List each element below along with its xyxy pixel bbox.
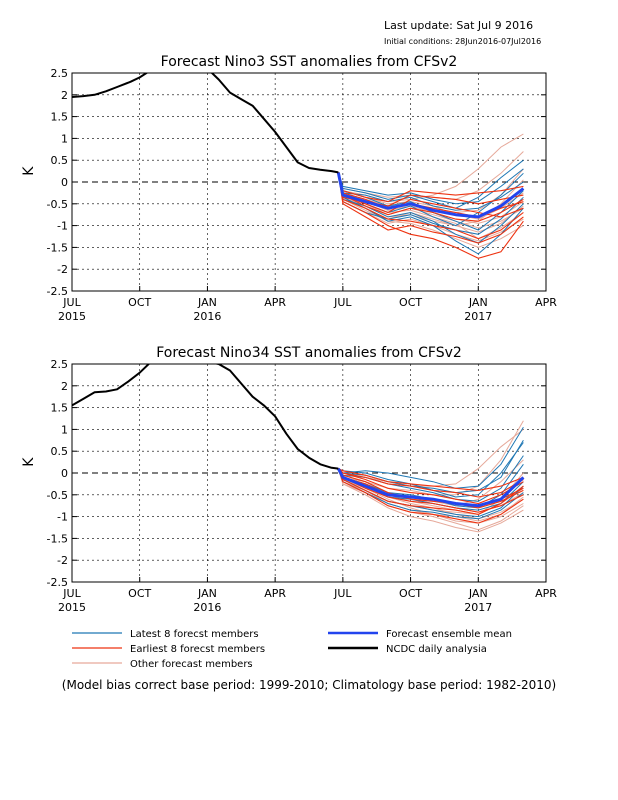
earliest-member-line: [338, 468, 524, 491]
x-tick-label: OCT: [399, 587, 422, 600]
x-year-label: 2016: [193, 310, 221, 323]
x-year-label: 2017: [464, 601, 492, 614]
latest-member-line: [337, 159, 524, 209]
y-tick-label: 0.5: [51, 154, 69, 167]
x-year-label: 2017: [464, 310, 492, 323]
x-tick-label: JUL: [333, 587, 352, 600]
x-tick-label: JAN: [197, 296, 217, 309]
y-tick-label: 0: [61, 176, 68, 189]
x-tick-label: APR: [264, 296, 286, 309]
ensemble-mean-line: [336, 172, 525, 219]
chart-title: Forecast Nino34 SST anomalies from CFSv2: [156, 345, 462, 361]
other-member-line: [337, 468, 524, 531]
y-tick-label: 1: [61, 423, 68, 436]
y-tick-label: -1.5: [47, 241, 68, 254]
y-tick-label: 2: [61, 380, 68, 393]
legend-label-mean: Forecast ensemble mean: [386, 629, 512, 640]
earliest-member-line: [337, 172, 524, 222]
other-member-line: [337, 133, 524, 203]
y-tick-label: -1: [57, 220, 68, 233]
observed-analysis-line: [72, 73, 339, 174]
other-member-line: [337, 172, 524, 233]
earliest-member-line: [337, 172, 524, 244]
y-tick-label: -1.5: [47, 532, 68, 545]
latest-member-line: [337, 426, 524, 489]
y-tick-label: -0.5: [47, 198, 68, 211]
x-tick-label: JUL: [62, 587, 81, 600]
nino3-chart-panel: Forecast Nino3 SST anomalies from CFSv2 -…: [21, 54, 557, 323]
y-tick-label: 1.5: [51, 111, 69, 124]
y-tick-label: 2.5: [51, 67, 69, 80]
x-tick-label: APR: [535, 587, 557, 600]
x-tick-label: JAN: [468, 296, 488, 309]
latest-member-line: [337, 440, 524, 494]
nino34-chart-panel: Forecast Nino34 SST anomalies from CFSv2…: [21, 345, 557, 614]
x-tick-label: APR: [535, 296, 557, 309]
y-tick-label: 1.5: [51, 402, 69, 415]
earliest-member-line: [337, 468, 524, 505]
y-axis-label: K: [21, 166, 37, 176]
x-tick-label: APR: [264, 587, 286, 600]
earliest-member-line: [337, 172, 524, 240]
earliest-member-line: [337, 172, 524, 203]
legend-label-other: Other forecast members: [130, 659, 253, 670]
ensemble-mean-line: [336, 467, 525, 508]
x-tick-label: JAN: [468, 587, 488, 600]
other-member-line: [337, 468, 524, 524]
other-member-line: [337, 420, 524, 496]
plot-frame: [71, 72, 547, 292]
x-tick-label: OCT: [128, 587, 151, 600]
x-tick-label: OCT: [399, 296, 422, 309]
last-update-text: Last update: Sat Jul 9 2016: [384, 19, 534, 32]
y-tick-label: -2.5: [47, 576, 68, 589]
y-tick-label: -2: [57, 554, 68, 567]
earliest-member-line: [337, 172, 524, 259]
legend-label-earliest: Earliest 8 forecst members: [130, 644, 265, 655]
y-tick-label: 0.5: [51, 445, 69, 458]
earliest-member-line: [337, 468, 524, 498]
y-tick-label: 2.5: [51, 358, 69, 371]
plot-frame: [71, 363, 547, 583]
earliest-member-line: [337, 468, 524, 524]
x-year-label: 2015: [58, 310, 86, 323]
y-tick-label: -0.5: [47, 489, 68, 502]
observed-analysis-line: [72, 364, 339, 470]
y-tick-label: -2: [57, 263, 68, 276]
other-member-line: [337, 172, 524, 248]
footnote-text: (Model bias correct base period: 1999-20…: [61, 678, 557, 692]
latest-member-line: [337, 172, 524, 255]
y-axis-label: K: [21, 457, 37, 467]
x-year-label: 2015: [58, 601, 86, 614]
chart-title: Forecast Nino3 SST anomalies from CFSv2: [161, 54, 458, 70]
y-tick-label: -2.5: [47, 285, 68, 298]
y-tick-label: 1: [61, 132, 68, 145]
legend-label-latest: Latest 8 forecst members: [130, 629, 259, 640]
legend-label-obs: NCDC daily analysia: [386, 644, 487, 655]
x-tick-label: JUL: [333, 296, 352, 309]
x-tick-label: JAN: [197, 587, 217, 600]
y-tick-label: 2: [61, 89, 68, 102]
y-tick-label: 0: [61, 467, 68, 480]
x-tick-label: JUL: [62, 296, 81, 309]
x-tick-label: OCT: [128, 296, 151, 309]
y-tick-label: -1: [57, 511, 68, 524]
x-year-label: 2016: [193, 601, 221, 614]
other-member-line: [337, 468, 524, 533]
legend: Latest 8 forecst members Earliest 8 forec…: [72, 629, 512, 670]
initial-conditions-text: Initial conditions: 28Jun2016-07Jul2016: [384, 37, 542, 46]
